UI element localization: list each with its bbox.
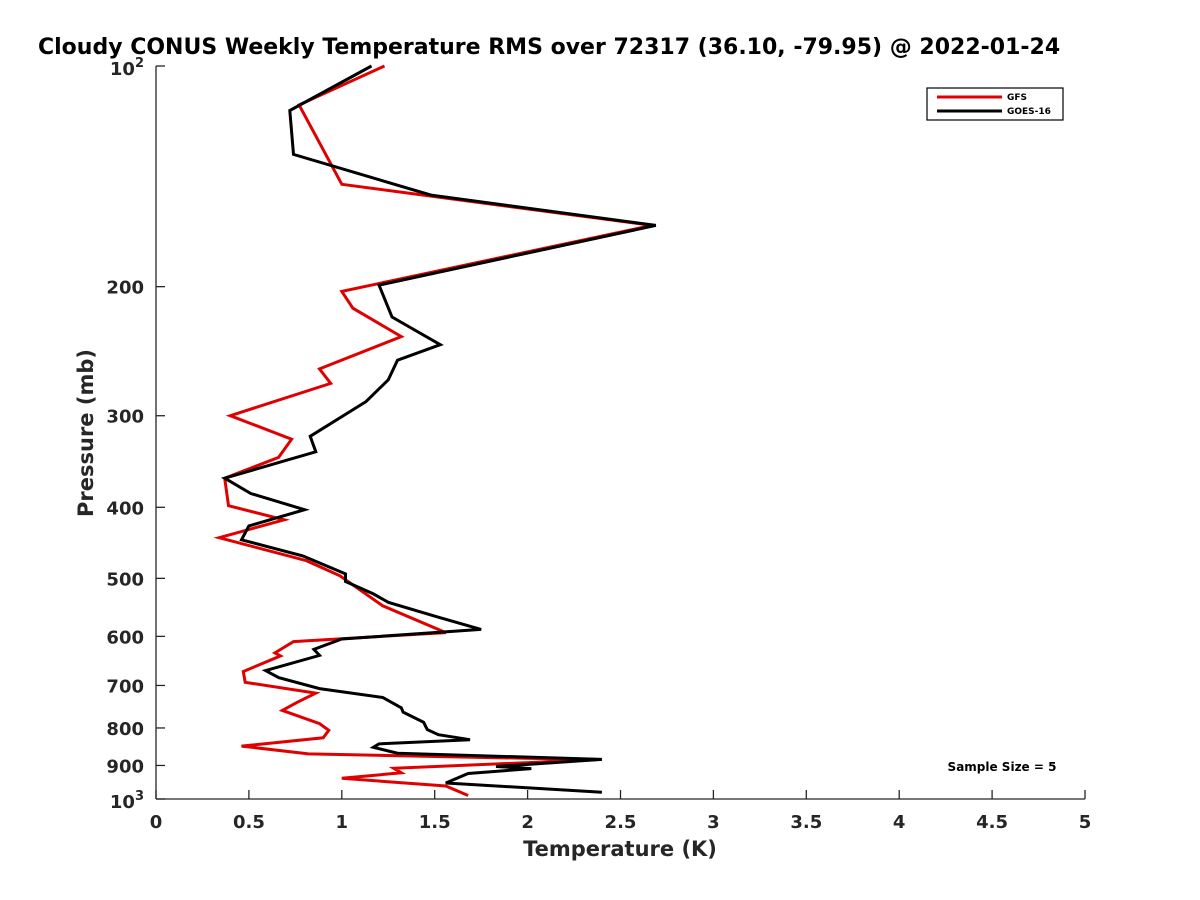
x-axis-label: Temperature (K) <box>523 837 717 861</box>
plot-area: 0 0.5 1 1.5 2 2.5 3 3.5 4 4.5 5 102 200 300 400 500 600 7… <box>106 56 1091 833</box>
x-tick-label: 4 <box>893 812 906 833</box>
series-line-goes-16 <box>220 64 657 794</box>
x-tick-label: 1 <box>336 812 349 833</box>
sample-size-annotation: Sample Size = 5 <box>948 760 1057 774</box>
legend-label-goes-16: GOES-16 <box>1007 107 1051 117</box>
x-tick-label: 1.5 <box>419 812 451 833</box>
legend-box <box>926 87 1064 121</box>
x-tick-label: 0.5 <box>233 812 265 833</box>
y-tick-label: 200 <box>106 278 144 299</box>
x-tick-label: 2.5 <box>605 812 637 833</box>
y-tick-label: 900 <box>106 756 144 777</box>
x-tick-label: 4.5 <box>976 812 1008 833</box>
x-tick-label: 5 <box>1079 812 1092 833</box>
x-tick-label: 3.5 <box>790 812 822 833</box>
chart-title: Cloudy CONUS Weekly Temperature RMS over… <box>38 35 1060 60</box>
y-tick-label: 500 <box>106 569 144 590</box>
x-tick-label: 3 <box>707 812 720 833</box>
y-tick-label: 103 <box>110 789 144 813</box>
legend: GFS GOES-16 <box>926 87 1064 121</box>
x-tick-label: 2 <box>521 812 534 833</box>
y-tick-label: 102 <box>110 56 144 80</box>
y-tick-label: 800 <box>106 719 144 740</box>
y-tick-label: 700 <box>106 676 144 697</box>
y-tick-label: 400 <box>106 498 144 519</box>
y-axis-label: Pressure (mb) <box>74 349 98 517</box>
y-tick-label: 300 <box>106 407 144 428</box>
x-tick-label: 0 <box>150 812 163 833</box>
legend-label-gfs: GFS <box>1007 93 1027 103</box>
y-tick-label: 600 <box>106 627 144 648</box>
